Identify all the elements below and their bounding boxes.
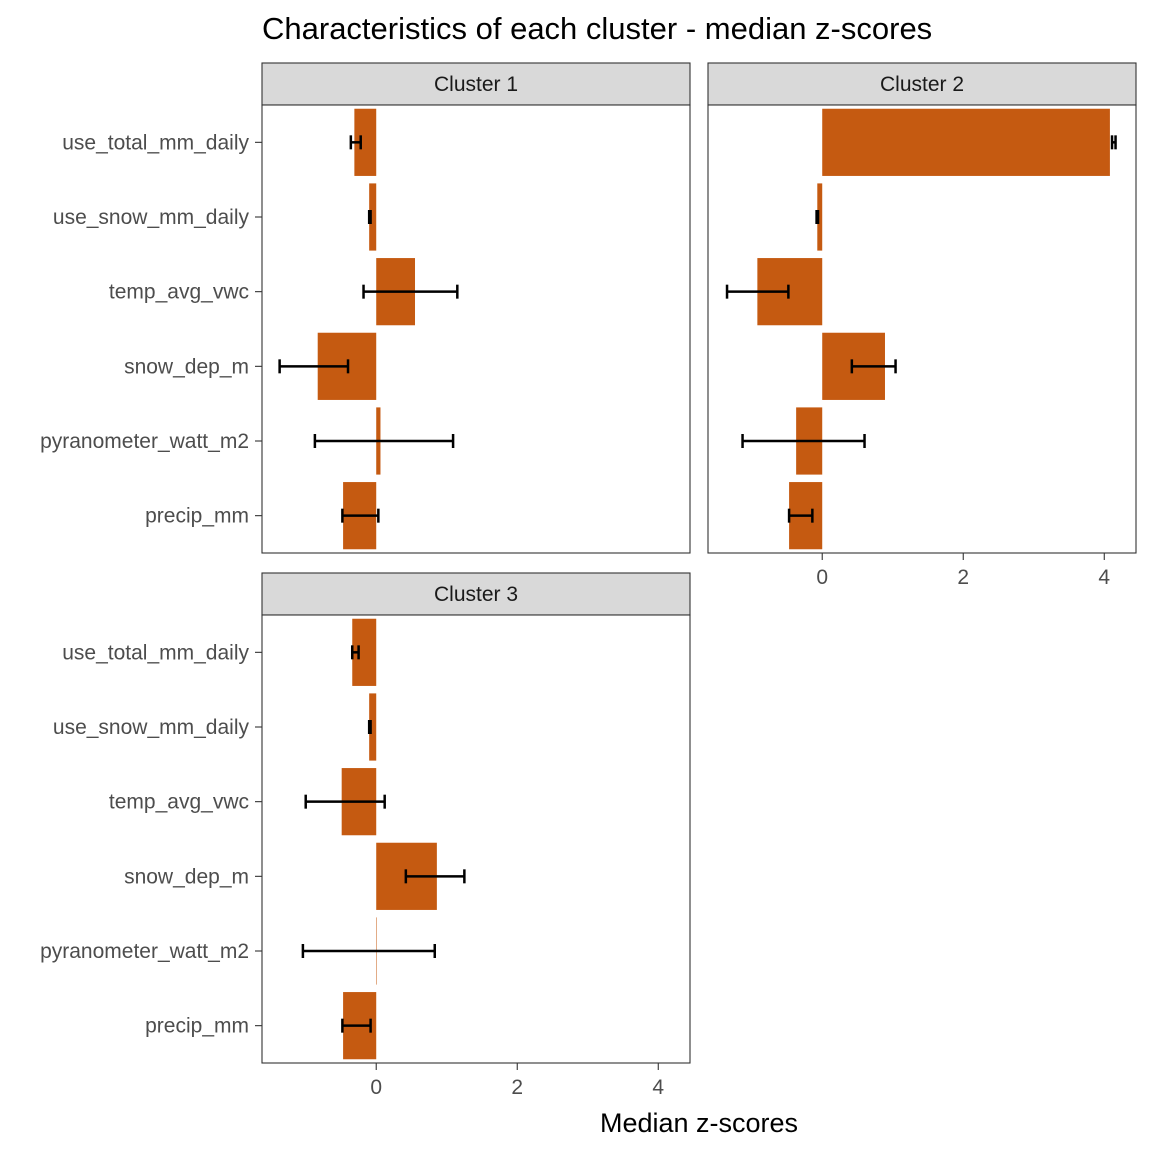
bar-use_snow_mm_daily — [817, 183, 823, 251]
error-bar-use_snow_mm_daily — [815, 210, 820, 224]
y-tick-label: use_total_mm_daily — [62, 641, 249, 664]
x-tick-label: 4 — [652, 1076, 664, 1099]
panel-1: Cluster 1 use_total_mm_daily use_snow_mm_d… — [40, 62, 691, 554]
error-bar-snow_dep_m — [278, 359, 350, 374]
y-tick-label: snow_dep_m — [124, 355, 249, 378]
error-bar-precip_mm — [341, 508, 380, 523]
chart-title: Characteristics of each cluster - median… — [262, 11, 932, 46]
panel-background — [708, 105, 1136, 553]
error-bar-snow_dep_m — [850, 359, 897, 374]
error-bar-use_snow_mm_daily — [367, 210, 372, 224]
error-bar-temp_avg_vwc — [725, 284, 790, 299]
panel-border — [261, 614, 691, 1064]
bar-use_total_mm_daily — [352, 618, 377, 686]
y-tick-label: use_snow_mm_daily — [53, 716, 250, 739]
panel-border — [261, 104, 691, 554]
x-tick-label: 2 — [511, 1076, 523, 1099]
error-bar-precip_mm — [341, 1018, 372, 1033]
x-axis-title: Median z-scores — [600, 1108, 798, 1138]
bar-use_snow_mm_daily — [369, 183, 377, 251]
y-tick-label: pyranometer_watt_m2 — [40, 940, 249, 963]
panel-background — [262, 105, 690, 553]
y-tick-label: snow_dep_m — [124, 865, 249, 888]
x-tick-label: 2 — [957, 566, 969, 589]
error-bar-precip_mm — [787, 508, 814, 523]
panel-strip-label: Cluster 1 — [434, 73, 518, 96]
panels: Cluster 1 use_total_mm_daily use_snow_mm_d… — [40, 62, 1137, 1099]
y-tick-label: precip_mm — [145, 505, 249, 528]
x-tick-label: 0 — [370, 1076, 382, 1099]
panel-strip — [261, 62, 691, 106]
panel-strip — [261, 572, 691, 616]
error-bar-temp_avg_vwc — [362, 284, 459, 299]
bar-use_snow_mm_daily — [369, 693, 377, 761]
error-bar-use_snow_mm_daily — [367, 720, 372, 734]
panel-strip-label: Cluster 3 — [434, 583, 518, 606]
error-bar-use_total_mm_daily — [1110, 135, 1117, 150]
error-bar-pyranometer_watt_m2 — [301, 944, 437, 958]
error-bar-temp_avg_vwc — [304, 794, 386, 809]
panel-background — [262, 615, 690, 1063]
bar-use_total_mm_daily — [822, 108, 1110, 176]
y-tick-label: pyranometer_watt_m2 — [40, 430, 249, 453]
bar-use_total_mm_daily — [354, 108, 377, 176]
y-tick-label: temp_avg_vwc — [109, 791, 249, 814]
y-tick-label: temp_avg_vwc — [109, 281, 249, 304]
error-bar-use_total_mm_daily — [351, 645, 360, 660]
error-bar-snow_dep_m — [404, 869, 466, 884]
panel-strip — [707, 62, 1137, 106]
panel-3: Cluster 3 use_total_mm_daily use_snow_mm_d… — [40, 572, 691, 1099]
y-tick-label: precip_mm — [145, 1015, 249, 1038]
panel-2: Cluster 2 0 2 4 — [707, 62, 1137, 589]
panel-strip-label: Cluster 2 — [880, 73, 964, 96]
x-tick-label: 4 — [1098, 566, 1110, 589]
y-tick-label: use_total_mm_daily — [62, 131, 249, 154]
error-bar-pyranometer_watt_m2 — [741, 434, 866, 448]
error-bar-use_total_mm_daily — [349, 135, 362, 150]
y-tick-label: use_snow_mm_daily — [53, 206, 250, 229]
panel-border — [707, 104, 1137, 554]
error-bar-pyranometer_watt_m2 — [313, 434, 455, 448]
x-tick-label: 0 — [816, 566, 828, 589]
